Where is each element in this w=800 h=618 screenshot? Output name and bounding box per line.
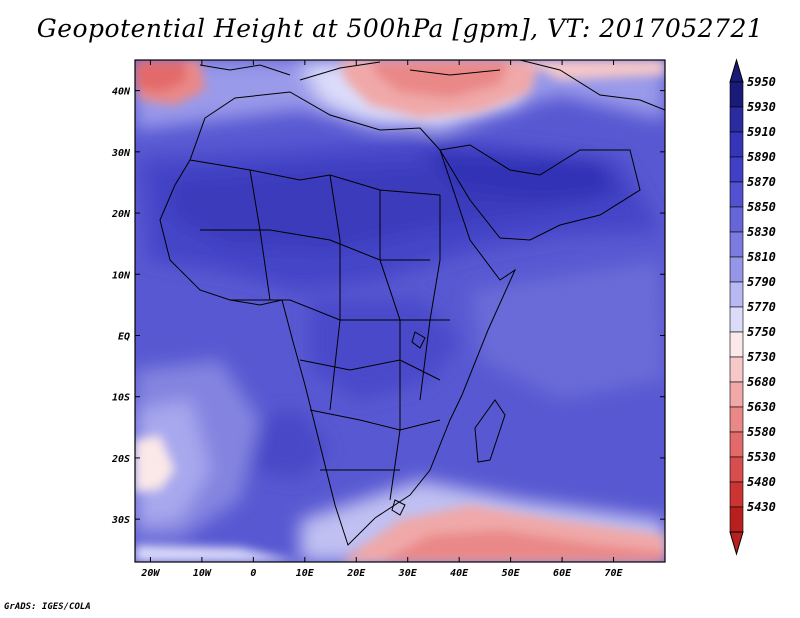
height-field <box>135 60 665 562</box>
colorbar-label: 5630 <box>747 400 776 414</box>
colorbar-label: 5910 <box>747 125 776 139</box>
colorbar-swatch <box>729 81 744 108</box>
colorbar-swatch <box>729 181 744 208</box>
colorbar-swatch <box>729 256 744 283</box>
lon-tick-label: 0 <box>250 568 256 579</box>
lon-tick-label: 60E <box>553 568 572 579</box>
colorbar-swatch <box>729 431 744 458</box>
colorbar-swatch <box>729 231 744 258</box>
colorbar-swatch <box>729 481 744 508</box>
lat-tick-label: 10N <box>112 270 131 281</box>
lon-tick-label: 40E <box>450 568 469 579</box>
colorbar-swatch <box>729 306 744 333</box>
colorbar-swatch <box>729 281 744 308</box>
colorbar-label: 5950 <box>747 75 776 89</box>
lon-tick-label: 20E <box>346 568 366 579</box>
colorbar-bottom-arrow <box>729 531 744 556</box>
colorbar-swatch <box>729 156 744 183</box>
lat-tick-label: 10S <box>112 393 130 404</box>
colorbar-label: 5480 <box>747 475 776 489</box>
grads-credit: GrADS: IGES/COLA <box>4 602 91 612</box>
lon-tick-label: 10W <box>193 568 212 579</box>
colorbar-swatch <box>729 356 744 383</box>
lat-tick-label: 40N <box>112 87 131 98</box>
lat-tick-label: 20N <box>111 209 131 220</box>
lon-tick-label: 70E <box>605 568 624 579</box>
coastlines <box>159 60 665 546</box>
colorbar-label: 5850 <box>747 200 776 214</box>
longitude-axis: 20W 10W 0 10E 20E 30E 40E 50E 60E 70E <box>140 60 624 579</box>
lon-tick-label: 10E <box>296 568 315 579</box>
latitude-axis: 40N 30N 20N 10N EQ 10S 20S 30S <box>111 87 665 526</box>
colorbar-label: 5790 <box>747 275 776 289</box>
lat-tick-label: 20S <box>111 454 130 465</box>
colorbar-label: 5830 <box>747 225 776 239</box>
colorbar-swatch <box>729 131 744 158</box>
colorbar-swatch <box>729 456 744 483</box>
lat-tick-label: EQ <box>118 331 130 342</box>
colorbar-label: 5870 <box>747 175 776 189</box>
colorbar-label: 5770 <box>747 300 776 314</box>
lon-tick-label: 50E <box>502 568 521 579</box>
colorbar-label: 5810 <box>747 250 776 264</box>
colorbar-label: 5580 <box>747 425 776 439</box>
colorbar-label: 5430 <box>747 500 776 514</box>
colorbar-label: 5890 <box>747 150 776 164</box>
lat-tick-label: 30N <box>111 148 131 159</box>
colorbar-swatch <box>729 206 744 233</box>
lat-tick-label: 30S <box>111 515 130 526</box>
colorbar-label: 5750 <box>747 325 776 339</box>
plot-frame <box>134 59 666 563</box>
colorbar-swatch <box>729 506 744 533</box>
map-title: Geopotential Height at 500hPa [gpm], VT:… <box>36 14 764 43</box>
colorbar-label: 5530 <box>747 450 776 464</box>
colorbar: 5950 5930 5910 5890 5870 5850 5830 5810 5790 5770… <box>729 58 776 556</box>
colorbar-label: 5680 <box>747 375 776 389</box>
colorbar-swatch <box>729 381 744 408</box>
colorbar-label: 5730 <box>747 350 776 364</box>
colorbar-swatch <box>729 406 744 433</box>
colorbar-label: 5930 <box>747 100 776 114</box>
colorbar-top-arrow <box>729 58 744 83</box>
lon-tick-label: 20W <box>140 568 160 579</box>
colorbar-swatch <box>729 331 744 358</box>
colorbar-swatch <box>729 106 744 133</box>
lon-tick-label: 30E <box>398 568 418 579</box>
